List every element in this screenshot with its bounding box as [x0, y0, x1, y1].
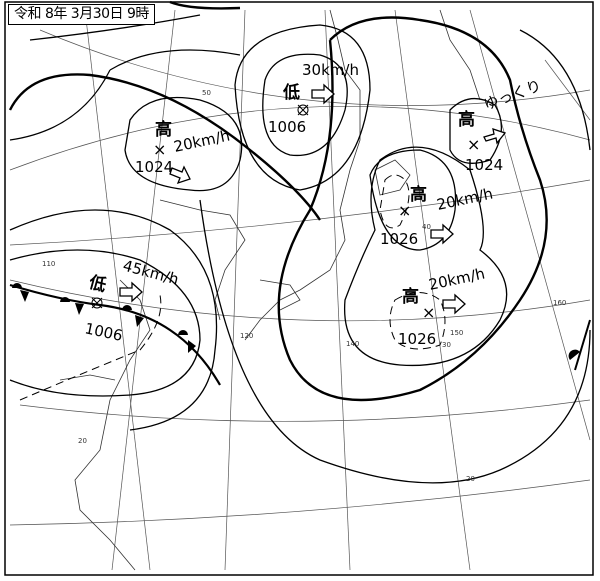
map-frame: [4, 1, 594, 576]
lat-label: 20: [78, 437, 87, 445]
low-center-1: [297, 104, 309, 116]
high-1-symbol: 高: [155, 119, 172, 140]
svg-text:×: ×: [422, 303, 435, 322]
lon-label: 160: [553, 299, 566, 307]
arrow-icon: [483, 128, 507, 145]
high-2-symbol: 高: [410, 184, 427, 205]
high-3-symbol: 高: [402, 286, 419, 307]
svg-text:×: ×: [153, 140, 166, 159]
arrow-icon: [169, 165, 191, 185]
svg-text:×: ×: [467, 135, 480, 154]
high-2-pressure: 1026: [380, 230, 418, 248]
arrow-icon: [430, 223, 454, 245]
low-center-2: [91, 297, 103, 309]
dashed-isobars: [19, 174, 446, 401]
high-4-pressure: 1024: [465, 156, 503, 174]
arrow-icon: [119, 281, 143, 303]
svg-text:×: ×: [398, 201, 411, 220]
graticule: [9, 9, 591, 571]
low-2-symbol: 低: [86, 271, 109, 296]
front-symbols: [12, 283, 591, 371]
low-1-pressure: 1006: [268, 118, 306, 136]
lat-label: 50: [202, 89, 211, 97]
movement-arrows: [119, 83, 507, 315]
lon-label: 110: [42, 260, 55, 268]
low-1-speed: 30km/h: [302, 61, 359, 79]
arrow-icon: [442, 293, 466, 315]
lon-label: 120: [240, 332, 253, 340]
high-centers: × × × ×: [153, 135, 480, 322]
arrow-icon: [311, 83, 335, 105]
low-1-symbol: 低: [282, 82, 300, 103]
lat-label: 20: [466, 475, 475, 483]
isobars: [9, 14, 591, 484]
chart-title: 令和 8年 3月30日 9時: [8, 4, 155, 25]
lon-label: 140: [346, 340, 359, 348]
lon-label: 150: [450, 329, 463, 337]
high-4-symbol: 高: [458, 109, 475, 130]
lat-label: 40: [422, 223, 431, 231]
isobar-main: [8, 0, 548, 402]
front-line: [9, 283, 221, 386]
high-3-pressure: 1026: [398, 330, 436, 348]
high-1-pressure: 1024: [135, 158, 173, 176]
lat-label: 30: [442, 341, 451, 349]
